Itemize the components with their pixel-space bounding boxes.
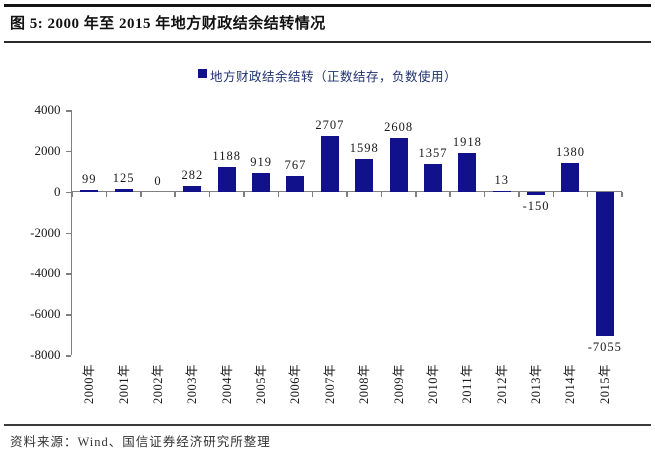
bar-value-label: 2707 — [315, 118, 345, 133]
y-axis-tick-label: 4000 — [34, 102, 61, 117]
x-axis-tick — [518, 191, 520, 197]
x-axis-tick — [208, 191, 211, 197]
chart-legend: 地方财政结余结转（正数结存，负数使用） — [0, 66, 655, 85]
bar-value-label: 919 — [250, 154, 272, 169]
x-axis-label: 2011年 — [460, 364, 475, 404]
y-axis-tick — [65, 110, 71, 112]
y-axis-tick-label: -8000 — [30, 347, 61, 362]
figure-title: 图 5: 2000 年至 2015 年地方财政结余结转情况 — [10, 16, 326, 32]
x-axis-tick — [105, 191, 108, 197]
bar-value-label: 0 — [154, 173, 162, 188]
x-axis-label: 2003年 — [185, 364, 200, 405]
x-axis-tick — [380, 191, 383, 197]
bar-2007年 — [320, 136, 339, 192]
bar-value-label: 125 — [112, 171, 135, 186]
bar-2012年 — [492, 191, 511, 193]
bar-value-label: -7055 — [587, 339, 622, 354]
bar-value-label: 1380 — [555, 145, 585, 160]
x-axis-label: 2006年 — [288, 364, 303, 405]
y-axis-tick — [65, 150, 71, 153]
x-axis-label: 2014年 — [563, 364, 578, 405]
x-axis-label: 2015年 — [597, 364, 612, 405]
bar-value-label: 1918 — [452, 134, 482, 149]
bar-2001年 — [114, 189, 133, 192]
bar-value-label: 2608 — [384, 120, 414, 135]
y-axis-tick-label: 0 — [54, 183, 61, 199]
bar-value-label: 13 — [494, 173, 509, 188]
bar-2000年 — [80, 189, 99, 192]
bar-value-label: 1598 — [349, 141, 379, 156]
bar-2010年 — [423, 163, 442, 192]
bar-2005年 — [252, 172, 271, 192]
top-divider — [4, 4, 651, 7]
bar-value-label: 99 — [81, 171, 97, 186]
x-axis-label: 2000年 — [82, 364, 97, 405]
x-axis-tick — [346, 191, 348, 197]
y-axis-tick-label: 2000 — [34, 142, 61, 158]
x-axis-label: 2010年 — [425, 364, 440, 405]
source-note: 资料来源：Wind、国信证券经济研究所整理 — [10, 435, 271, 449]
x-axis-tick — [71, 191, 73, 197]
bar-2009年 — [389, 138, 408, 192]
bar-2008年 — [355, 159, 374, 192]
bar-value-label: -150 — [522, 198, 550, 213]
bar-2004年 — [217, 167, 236, 192]
y-axis-tick — [65, 273, 71, 275]
bar-value-label: 1188 — [212, 149, 241, 164]
x-axis-label: 2007年 — [322, 364, 337, 405]
x-axis-tick — [586, 191, 589, 197]
x-axis-tick — [449, 191, 451, 197]
x-axis-tick — [415, 191, 417, 197]
x-axis-label: 2005年 — [254, 364, 269, 405]
x-axis-tick — [621, 191, 623, 197]
y-axis-line — [70, 110, 72, 355]
x-axis-label: 2013年 — [529, 364, 544, 405]
x-axis-tick — [174, 191, 176, 197]
title-divider — [4, 41, 651, 43]
bar-2003年 — [183, 185, 202, 192]
x-axis-tick — [243, 191, 245, 197]
legend-label: 地方财政结余结转（正数结存，负数使用） — [209, 70, 457, 84]
bar-value-label: 1357 — [418, 145, 448, 160]
x-axis-label: 2002年 — [150, 364, 165, 405]
x-axis-label: 2001年 — [116, 364, 131, 405]
bar-2006年 — [286, 176, 305, 192]
y-axis-tick — [65, 232, 71, 234]
y-axis-tick — [65, 355, 71, 357]
x-axis-tick — [277, 191, 279, 197]
bar-2015年 — [595, 192, 614, 337]
bar-value-label: 767 — [284, 158, 307, 172]
x-axis-tick — [140, 191, 142, 197]
x-axis-tick — [483, 191, 486, 197]
y-axis-tick-label: -6000 — [30, 306, 61, 322]
x-axis-label: 2009年 — [391, 364, 406, 405]
y-axis-tick-label: -4000 — [30, 265, 61, 281]
y-axis-tick — [65, 191, 71, 194]
source-divider — [4, 424, 651, 426]
bar-2014年 — [561, 163, 580, 192]
x-axis-tick — [311, 191, 314, 197]
x-axis-label: 2004年 — [219, 364, 234, 405]
bar-2011年 — [458, 152, 477, 192]
bar-value-label: 282 — [181, 167, 204, 182]
legend-swatch-icon — [197, 69, 207, 78]
x-axis-tick — [552, 191, 554, 197]
x-axis-label: 2008年 — [357, 364, 372, 405]
x-axis-label: 2012年 — [494, 364, 509, 405]
y-axis-tick-label: -2000 — [30, 224, 61, 240]
y-axis-tick — [65, 314, 71, 316]
bar-2013年 — [527, 192, 546, 196]
